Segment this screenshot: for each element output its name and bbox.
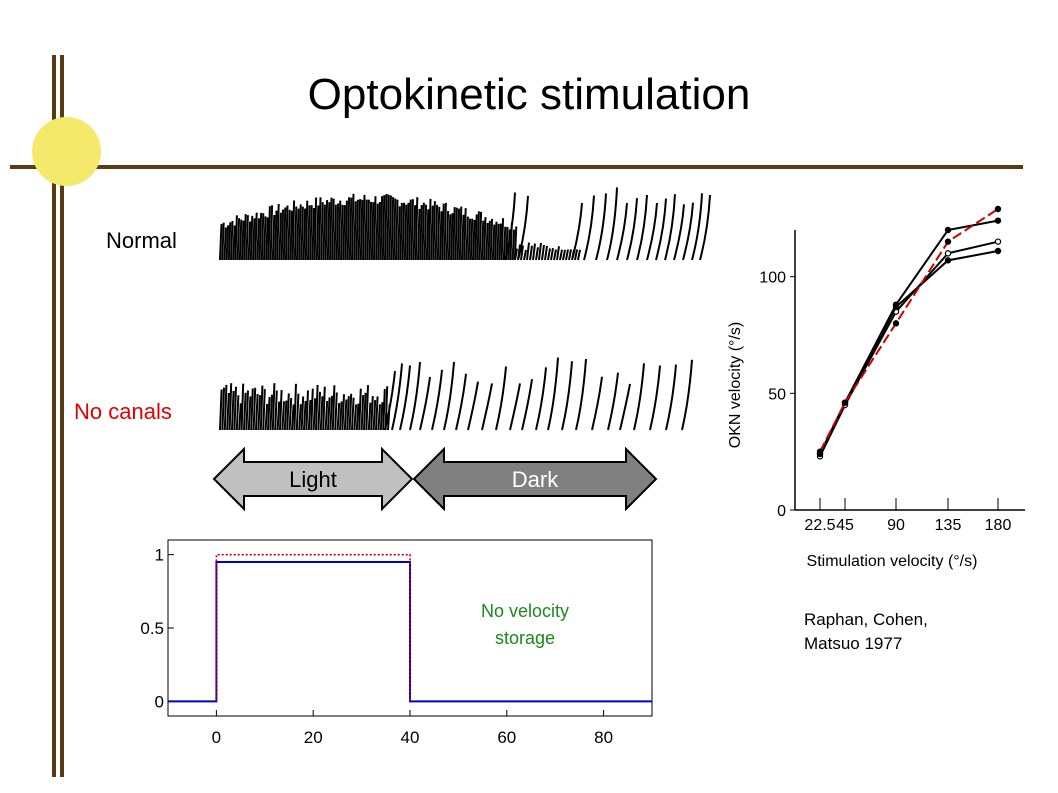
citation-line-1: Raphan, Cohen, <box>804 610 928 629</box>
okn-point <box>944 226 952 234</box>
step-response-chart: 0 20 40 60 80 0 0.5 1 No velocity storage <box>140 539 653 747</box>
x-tick-label: 60 <box>497 728 516 747</box>
trace-no-canals <box>219 357 693 431</box>
frame-vertical-bar <box>60 55 64 777</box>
dark-arrow <box>412 447 658 511</box>
step-series-1 <box>168 561 652 703</box>
dark-label: Dark <box>512 467 559 492</box>
okn-point <box>816 448 824 455</box>
frame-horizontal-bar <box>10 165 1023 169</box>
x-tick-label: 20 <box>304 728 323 747</box>
x-tick-label: 135 <box>935 517 962 534</box>
frame-vertical-bar <box>52 55 56 777</box>
okn-series-3 <box>819 250 999 455</box>
okn-point <box>944 257 952 264</box>
okn-point <box>944 250 952 257</box>
okn-series-4 <box>819 208 999 453</box>
annotation-line-1: No velocity <box>481 601 569 621</box>
trace-normal <box>219 187 711 261</box>
y-tick-label: 50 <box>768 386 786 403</box>
x-tick-label: 80 <box>594 728 613 747</box>
y-tick-label: 0 <box>777 503 786 520</box>
x-axis-label: Stimulation velocity (°/s) <box>807 553 978 570</box>
y-tick-label: 0 <box>155 692 164 711</box>
slide-title: Optokinetic stimulation <box>307 70 751 119</box>
x-tick-label: 45 <box>836 517 854 534</box>
okn-point <box>994 238 1002 245</box>
x-tick-label: 0 <box>212 728 221 747</box>
okn-point <box>994 217 1002 224</box>
okn-series-2 <box>819 240 999 457</box>
row-label-no-canals: No canals <box>74 399 172 424</box>
okn-point <box>944 238 952 245</box>
light-label: Light <box>289 467 337 492</box>
x-tick-label: 22.5 <box>804 517 835 534</box>
x-tick-label: 90 <box>887 517 905 534</box>
annotation-line-2: storage <box>495 628 555 648</box>
citation-line-2: Matsuo 1977 <box>804 634 903 653</box>
step-series-2 <box>215 553 411 702</box>
x-tick-label: 40 <box>401 728 420 747</box>
accent-dot <box>32 117 101 186</box>
citation: Raphan, Cohen, Matsuo 1977 <box>804 608 928 656</box>
y-tick-label: 100 <box>759 270 786 287</box>
y-tick-label: 0.5 <box>140 619 164 638</box>
row-label-normal: Normal <box>106 228 177 253</box>
y-axis-label: OKN velocity (°/s) <box>727 322 744 448</box>
okn-point <box>892 303 900 311</box>
okn-point <box>892 320 900 327</box>
okn-point <box>994 247 1002 255</box>
nystagmus-recordings <box>219 187 711 431</box>
x-tick-label: 180 <box>985 517 1012 534</box>
okn-point <box>841 399 849 406</box>
light-dark-arrows: Light Dark <box>212 447 658 511</box>
light-arrow <box>212 447 414 511</box>
y-tick-label: 1 <box>155 546 164 565</box>
okn-point <box>994 205 1002 213</box>
